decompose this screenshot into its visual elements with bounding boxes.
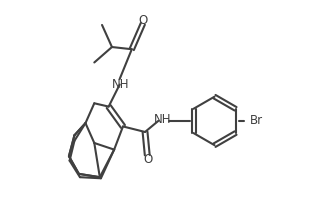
Text: NH: NH [112, 78, 129, 91]
Text: O: O [144, 153, 153, 166]
Text: O: O [138, 14, 147, 27]
Text: NH: NH [154, 113, 171, 126]
Text: Br: Br [250, 114, 263, 127]
